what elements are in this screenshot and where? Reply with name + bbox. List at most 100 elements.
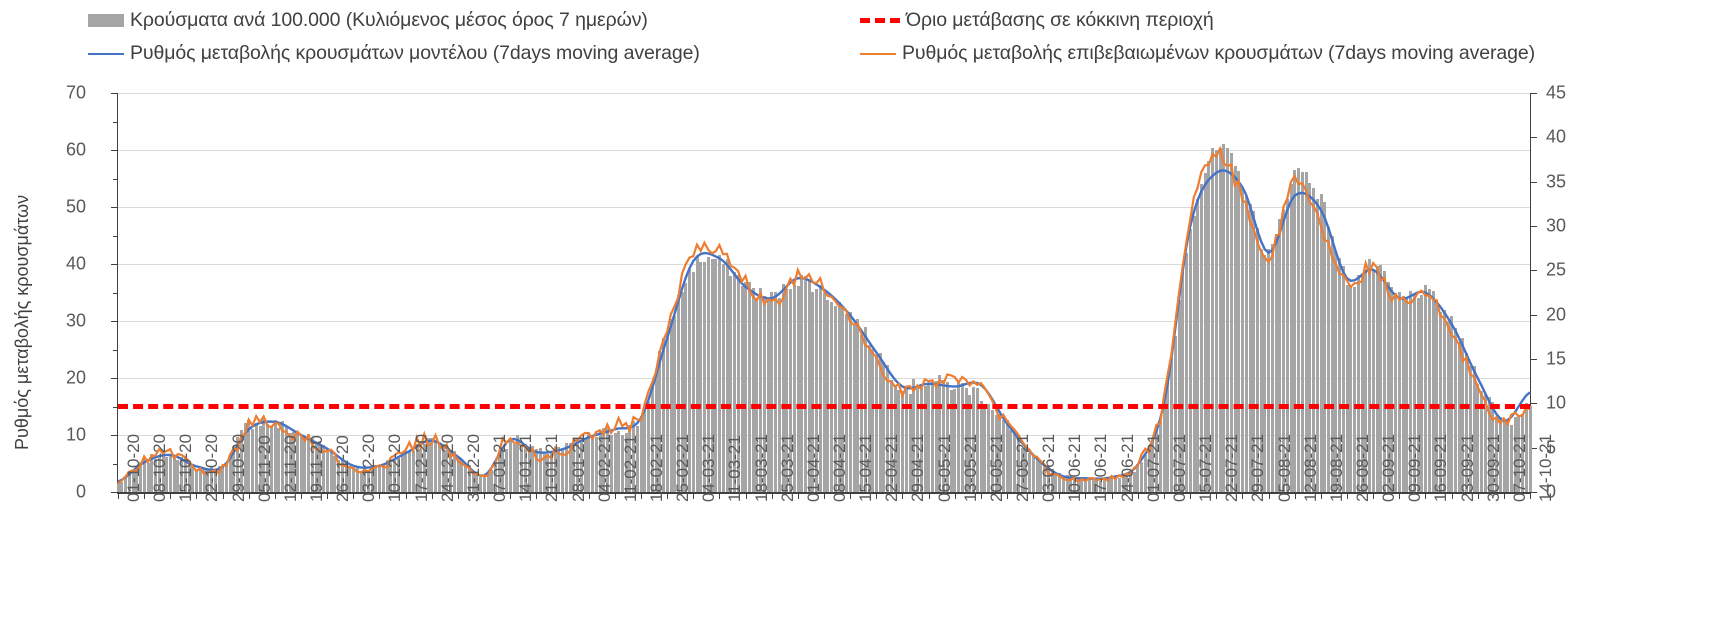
y-tick-right — [1531, 93, 1537, 94]
bar — [490, 469, 494, 492]
line-series-layer — [117, 145, 1531, 485]
bar — [210, 467, 214, 492]
bar — [1069, 475, 1073, 492]
bar — [452, 451, 456, 492]
bar — [314, 442, 318, 492]
y-tick-label-right: 25 — [1546, 259, 1567, 280]
bar — [303, 438, 307, 492]
x-tick-label: 25-03-21 — [777, 433, 797, 502]
bar — [191, 463, 195, 492]
x-tick-label: 29-04-21 — [908, 433, 928, 502]
y-tick-right — [1531, 403, 1537, 405]
bar — [699, 261, 703, 492]
bar — [691, 271, 695, 492]
bar-series-cases — [116, 93, 1532, 492]
bar — [131, 470, 135, 492]
x-tick — [1007, 493, 1009, 499]
bar — [1263, 254, 1267, 492]
bar — [587, 432, 591, 492]
bar — [1259, 249, 1263, 492]
bar — [1050, 468, 1054, 492]
bar — [1528, 406, 1532, 492]
bar — [400, 453, 404, 492]
bar — [550, 451, 553, 492]
bar — [333, 455, 337, 492]
bar — [1349, 286, 1353, 492]
x-tick — [196, 493, 198, 499]
bar — [1297, 167, 1301, 492]
x-tick — [1425, 493, 1427, 499]
bar — [927, 383, 931, 492]
bar — [449, 452, 453, 492]
bar — [1282, 208, 1286, 492]
x-tick — [405, 493, 407, 499]
bar — [1233, 165, 1237, 492]
bar — [202, 468, 206, 492]
y-tick-label-left: 20 — [65, 367, 86, 388]
bar — [310, 438, 314, 492]
y-tick-left — [111, 264, 117, 265]
x-tick — [1059, 493, 1061, 499]
bar — [296, 431, 299, 492]
bar — [538, 447, 542, 492]
bar — [938, 374, 942, 492]
bar — [124, 478, 128, 492]
bar — [232, 445, 236, 492]
bar — [1315, 199, 1319, 492]
bar — [157, 457, 161, 492]
bar — [359, 470, 363, 492]
bar — [606, 427, 610, 492]
x-tick — [118, 493, 119, 499]
legend-item-confirmed-rate[interactable]: Ρυθμός μεταβολής επιβεβαιωμένων κρουσμάτ… — [860, 42, 1535, 65]
x-tick-label: 04-03-21 — [699, 433, 719, 502]
bar — [553, 451, 557, 492]
bar — [1076, 477, 1080, 492]
bar — [908, 393, 912, 492]
x-tick — [719, 493, 721, 499]
bar — [1424, 285, 1428, 492]
bar — [572, 443, 576, 492]
bar — [710, 259, 714, 492]
bar — [1065, 475, 1069, 492]
x-tick — [745, 493, 747, 499]
bar — [609, 435, 613, 492]
bar — [882, 362, 886, 492]
bar — [135, 467, 139, 492]
bar — [1218, 147, 1222, 492]
y-tick-right — [1531, 492, 1537, 493]
bar — [1009, 429, 1013, 492]
x-tick — [928, 493, 930, 499]
bar — [1121, 476, 1125, 492]
y-axis-title-left: Ρυθμός μεταβολής κρουσμάτων — [12, 194, 32, 450]
bar — [464, 466, 468, 492]
legend-item-cases-bars[interactable]: Κρούσματα ανά 100.000 (Κυλιόμενος μέσος … — [88, 9, 648, 32]
bar — [467, 465, 471, 492]
bar — [486, 474, 490, 492]
bar — [1256, 228, 1259, 492]
bar — [1405, 296, 1409, 492]
bar — [1166, 382, 1170, 492]
x-tick-label: 08-07-21 — [1169, 433, 1189, 502]
legend-label-threshold: Όριο μετάβασης σε κόκκινη περιοχή — [906, 9, 1214, 31]
bar — [1289, 184, 1293, 492]
bar — [247, 420, 251, 492]
bar — [281, 421, 285, 492]
bar — [426, 437, 430, 492]
x-tick — [1137, 493, 1139, 499]
x-tick — [954, 493, 956, 499]
legend-item-model-rate[interactable]: Ρυθμός μεταβολής κρουσμάτων μοντέλου (7d… — [88, 42, 700, 65]
bar — [1002, 420, 1005, 492]
bar — [1039, 459, 1043, 492]
bar — [747, 282, 751, 492]
bar — [1099, 480, 1103, 492]
bar — [127, 473, 131, 492]
x-tick — [536, 493, 538, 499]
dashed-swatch-red-icon — [860, 18, 900, 23]
legend-item-threshold[interactable]: Όριο μετάβασης σε κόκκινη περιοχή — [860, 9, 1214, 32]
bar — [288, 433, 292, 492]
x-tick — [170, 493, 172, 499]
x-tick — [1346, 493, 1348, 499]
x-tick — [1503, 493, 1505, 499]
x-tick — [667, 493, 669, 499]
